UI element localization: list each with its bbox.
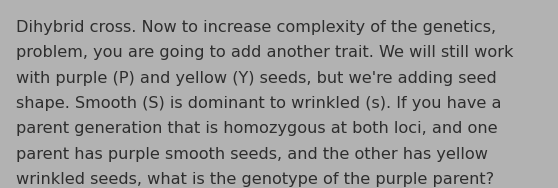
Text: Dihybrid cross. Now to increase complexity of the genetics,: Dihybrid cross. Now to increase complexi… xyxy=(16,20,496,35)
Text: problem, you are going to add another trait. We will still work: problem, you are going to add another tr… xyxy=(16,45,513,60)
Text: wrinkled seeds, what is the genotype of the purple parent?: wrinkled seeds, what is the genotype of … xyxy=(16,172,494,187)
Text: parent generation that is homozygous at both loci, and one: parent generation that is homozygous at … xyxy=(16,121,497,136)
Text: shape. Smooth (S) is dominant to wrinkled (s). If you have a: shape. Smooth (S) is dominant to wrinkle… xyxy=(16,96,501,111)
Text: parent has purple smooth seeds, and the other has yellow: parent has purple smooth seeds, and the … xyxy=(16,147,488,162)
Text: with purple (P) and yellow (Y) seeds, but we're adding seed: with purple (P) and yellow (Y) seeds, bu… xyxy=(16,70,497,86)
